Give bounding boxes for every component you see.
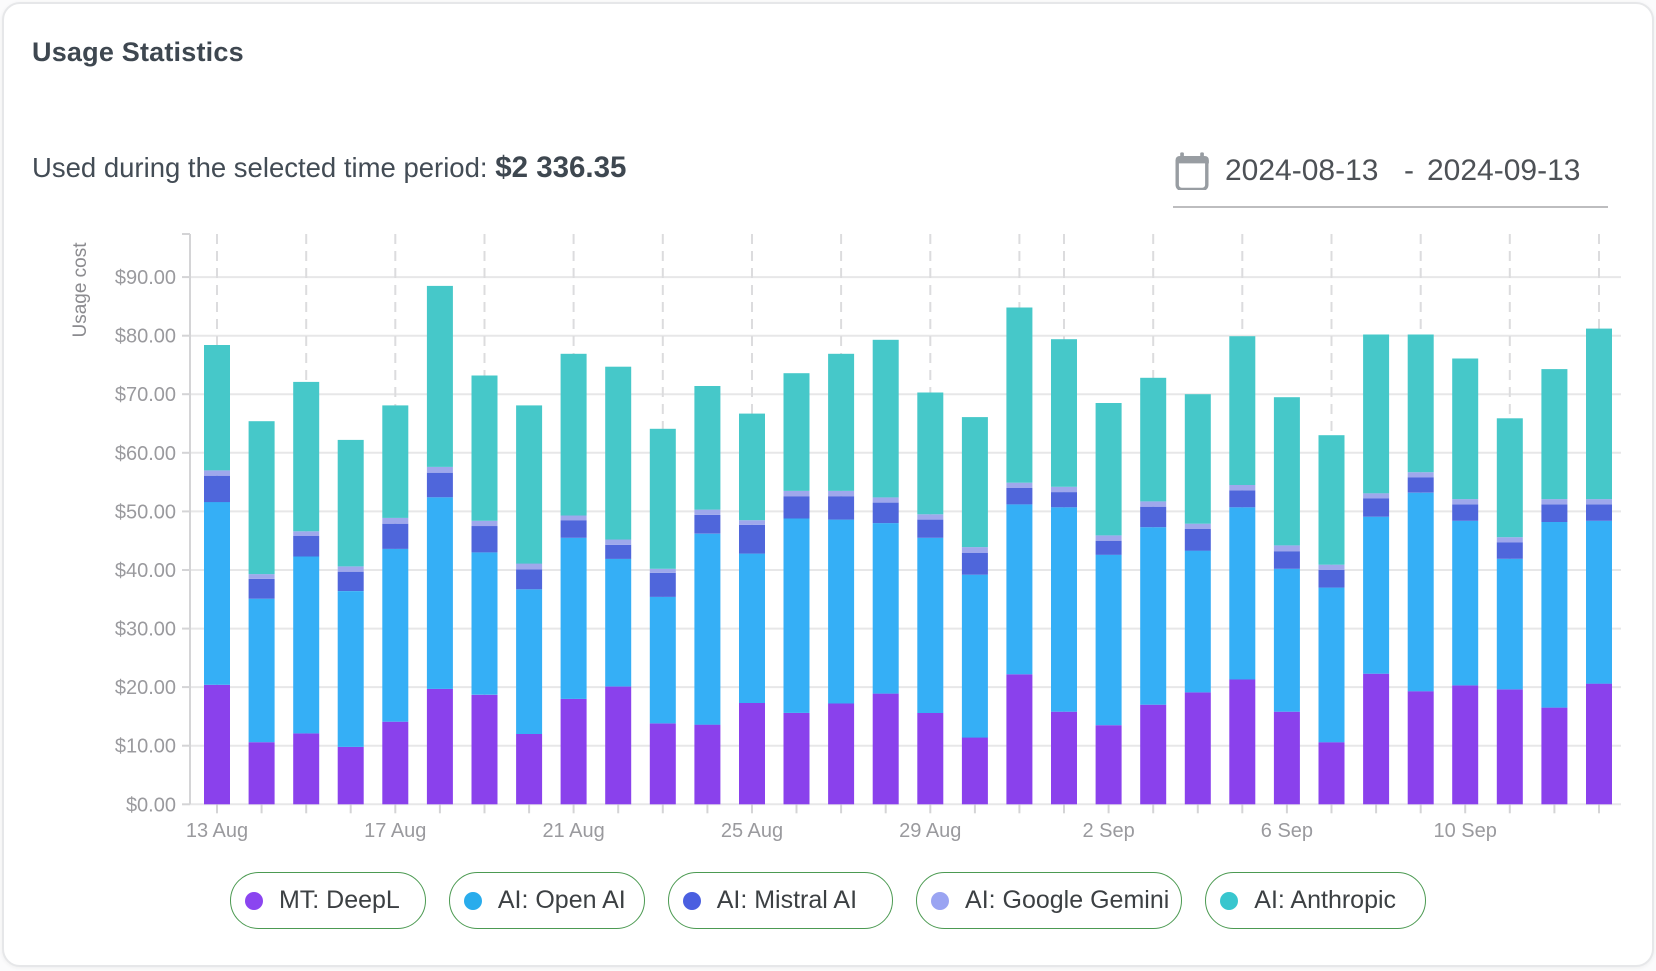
svg-text:$70.00: $70.00 — [115, 384, 176, 406]
svg-text:29 Aug: 29 Aug — [899, 820, 961, 842]
svg-text:$90.00: $90.00 — [115, 267, 176, 289]
svg-text:$20.00: $20.00 — [115, 677, 176, 699]
svg-text:21 Aug: 21 Aug — [542, 820, 604, 842]
svg-text:Usage cost: Usage cost — [70, 242, 91, 338]
svg-text:6 Sep: 6 Sep — [1261, 820, 1313, 842]
svg-text:$50.00: $50.00 — [115, 501, 176, 523]
svg-text:$30.00: $30.00 — [115, 619, 176, 641]
svg-text:17 Aug: 17 Aug — [364, 820, 426, 842]
svg-text:$0.00: $0.00 — [126, 794, 176, 816]
svg-text:$10.00: $10.00 — [115, 736, 176, 758]
svg-text:25 Aug: 25 Aug — [721, 820, 783, 842]
svg-text:$60.00: $60.00 — [115, 443, 176, 465]
svg-text:10 Sep: 10 Sep — [1434, 820, 1497, 842]
svg-text:$40.00: $40.00 — [115, 560, 176, 582]
svg-text:$80.00: $80.00 — [115, 326, 176, 348]
svg-text:2 Sep: 2 Sep — [1082, 820, 1134, 842]
svg-text:13 Aug: 13 Aug — [186, 820, 248, 842]
